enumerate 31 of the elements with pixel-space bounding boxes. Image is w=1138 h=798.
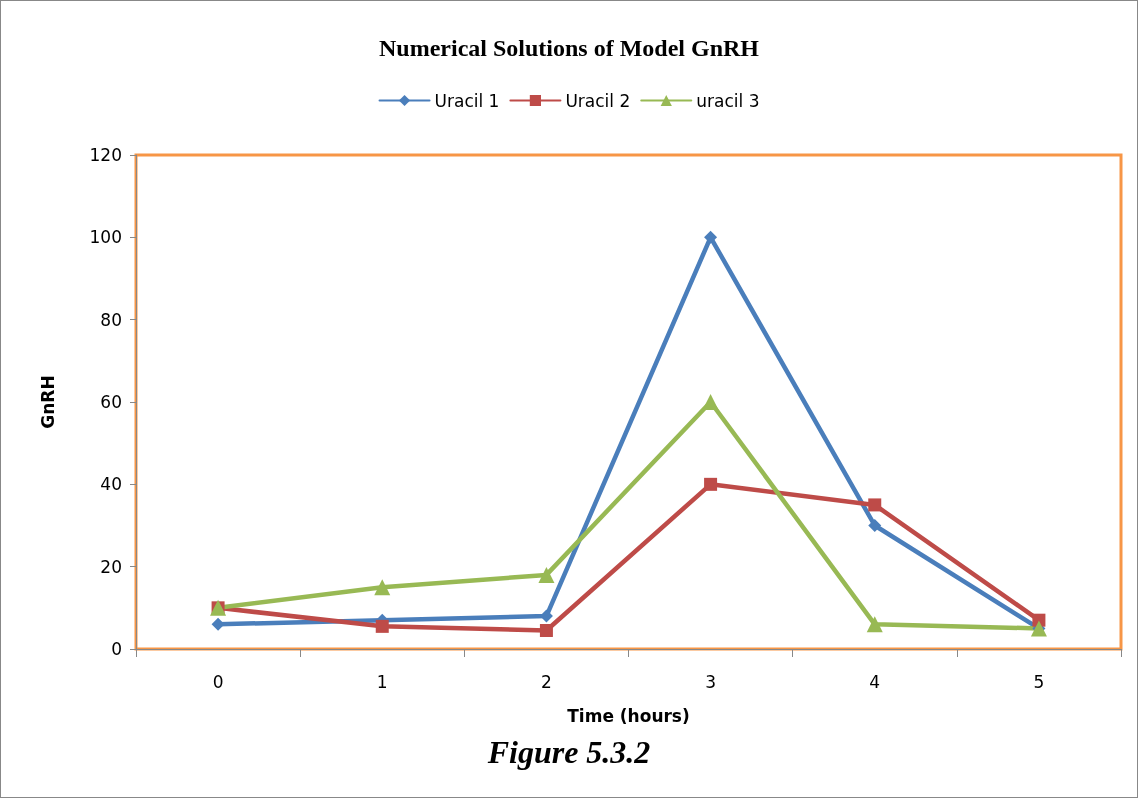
point [538,566,555,583]
legend-label: uracil 3 [696,90,760,111]
x-tick-label: 5 [1033,671,1045,692]
point [374,579,391,596]
point [375,619,389,633]
y-tick-label: 80 [100,309,122,330]
y-tick-label: 100 [89,227,122,248]
x-tick-label: 3 [705,671,716,692]
x-tick-label: 1 [376,671,388,692]
y-tick-label: 40 [100,474,122,495]
x-tick-label: 4 [869,671,881,692]
y-tick-label: 20 [100,556,122,577]
x-tick-label: 0 [212,671,224,692]
y-tick-label: 60 [100,392,122,412]
y-axis-title: GnRH [37,375,58,429]
x-axis-title: Time (hours) [567,705,690,726]
point [539,623,553,637]
caption: Figure 5.3.2 [486,734,651,770]
legend-label: Uracil 2 [565,90,631,111]
point [704,230,718,244]
point [211,617,225,631]
chart-title: Numerical Solutions of Model GnRH [378,35,760,61]
x-tick-label: 2 [541,671,552,692]
legend-label: Uracil 1 [434,90,500,111]
point [868,498,882,512]
point [704,477,718,491]
point [866,616,883,633]
y-tick-label: 0 [111,639,122,659]
y-tick-label: 120 [89,145,122,165]
point [868,519,882,532]
point [702,394,719,410]
